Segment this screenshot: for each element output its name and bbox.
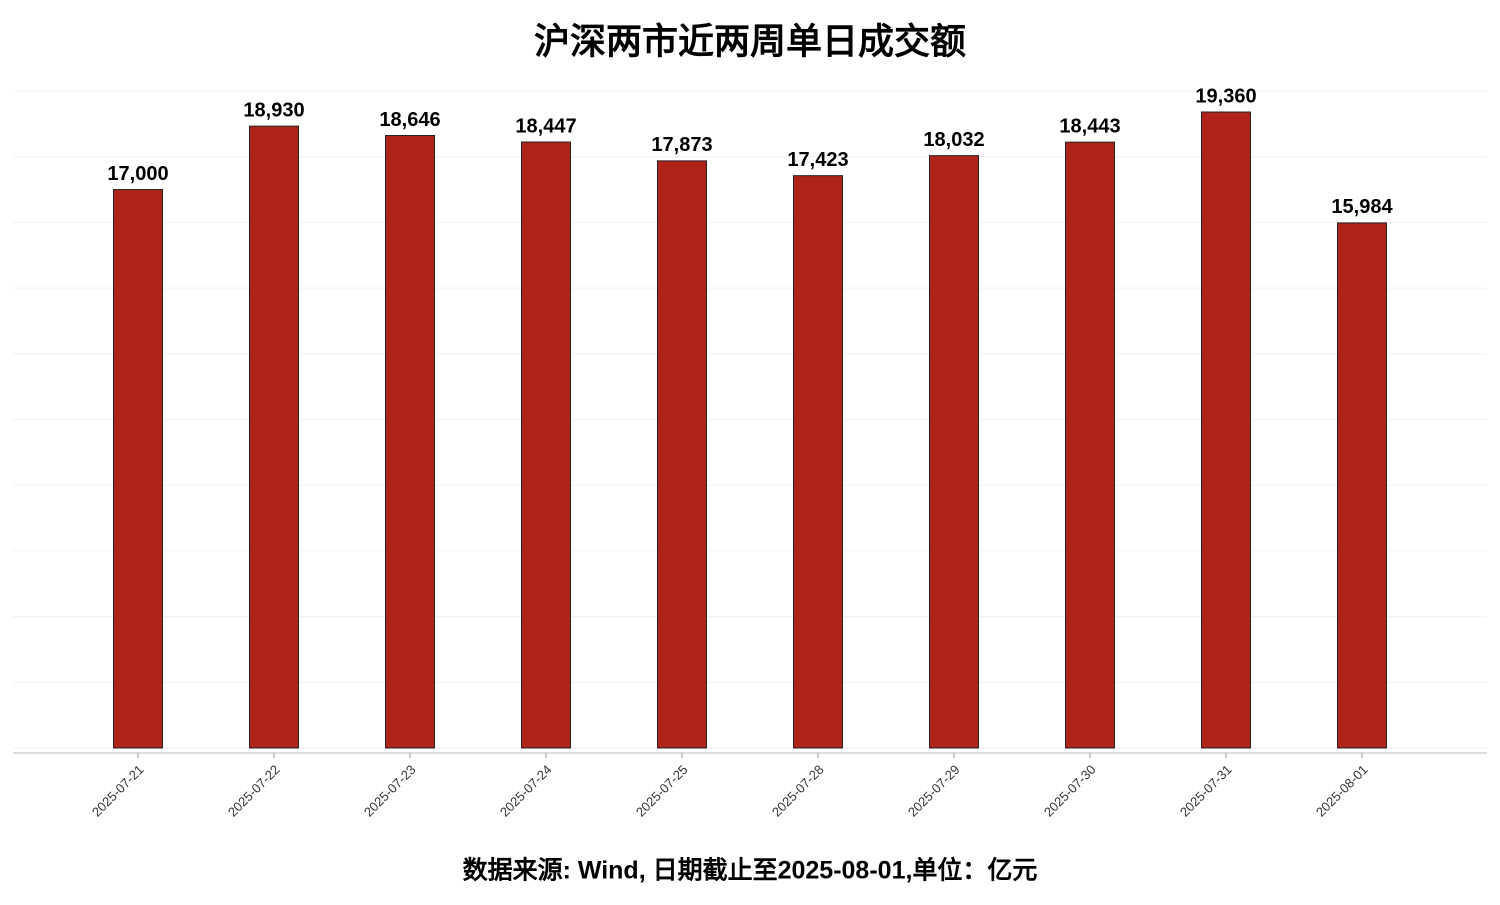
bar bbox=[793, 175, 843, 749]
bar bbox=[113, 189, 163, 749]
bar bbox=[929, 155, 979, 749]
bar bbox=[249, 125, 299, 749]
x-tick-label: 2025-07-24 bbox=[497, 762, 555, 820]
value-label: 17,873 bbox=[651, 134, 712, 156]
bar bbox=[521, 141, 571, 749]
value-label: 18,646 bbox=[379, 109, 440, 131]
value-label: 17,000 bbox=[107, 163, 168, 185]
x-tick-label: 2025-07-22 bbox=[225, 762, 283, 820]
x-tick-label: 2025-07-28 bbox=[769, 762, 827, 820]
chart-title: 沪深两市近两周单日成交额 bbox=[534, 21, 966, 62]
bar bbox=[385, 134, 435, 749]
x-tick-label: 2025-07-25 bbox=[633, 762, 691, 820]
bar bbox=[1201, 111, 1251, 749]
x-tick-label: 2025-07-30 bbox=[1041, 762, 1099, 820]
bar bbox=[657, 160, 707, 749]
value-label: 17,423 bbox=[787, 149, 848, 171]
value-label: 18,930 bbox=[243, 99, 304, 121]
value-label: 18,443 bbox=[1059, 115, 1120, 137]
value-label: 18,032 bbox=[923, 129, 984, 151]
x-tick-label: 2025-07-23 bbox=[361, 762, 419, 820]
bar bbox=[1337, 222, 1387, 749]
x-tick-label: 2025-07-31 bbox=[1177, 762, 1235, 820]
source-note: 数据来源: Wind, 日期截止至2025-08-01,单位：亿元 bbox=[463, 856, 1038, 885]
x-tick-label: 2025-07-21 bbox=[89, 762, 147, 820]
x-tick-label: 2025-07-29 bbox=[905, 762, 963, 820]
value-label: 15,984 bbox=[1331, 196, 1393, 218]
x-tick-label: 2025-08-01 bbox=[1313, 762, 1371, 820]
value-label: 18,447 bbox=[515, 115, 576, 137]
bar bbox=[1065, 141, 1115, 749]
value-label: 19,360 bbox=[1195, 85, 1256, 107]
